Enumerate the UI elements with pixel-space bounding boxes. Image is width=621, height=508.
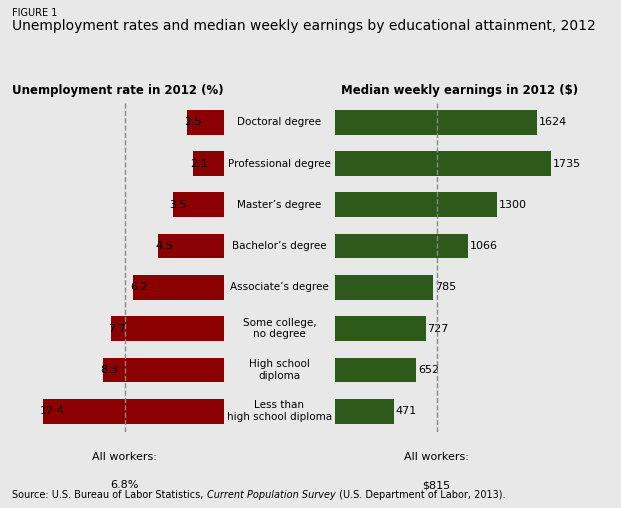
Text: 727: 727 <box>427 324 449 334</box>
Text: Professional degree: Professional degree <box>228 158 331 169</box>
Bar <box>335 275 433 300</box>
Text: Doctoral degree: Doctoral degree <box>237 117 322 127</box>
Text: Current Population Survey: Current Population Survey <box>207 490 336 500</box>
Text: 471: 471 <box>396 406 417 416</box>
Bar <box>158 234 224 259</box>
Bar <box>187 110 224 135</box>
Bar <box>335 193 497 217</box>
Bar <box>335 399 394 424</box>
Text: 1300: 1300 <box>499 200 527 210</box>
Text: Less than
high school diploma: Less than high school diploma <box>227 400 332 422</box>
Text: All workers:: All workers: <box>92 452 157 462</box>
Text: 6.2: 6.2 <box>130 282 148 292</box>
Text: 785: 785 <box>435 282 456 292</box>
Text: 1624: 1624 <box>539 117 567 127</box>
Text: Unemployment rate in 2012 (%): Unemployment rate in 2012 (%) <box>12 83 224 97</box>
Text: 2.5: 2.5 <box>184 117 202 127</box>
Text: Associate’s degree: Associate’s degree <box>230 282 329 292</box>
Text: 652: 652 <box>418 365 439 375</box>
Text: Unemployment rates and median weekly earnings by educational attainment, 2012: Unemployment rates and median weekly ear… <box>12 19 596 34</box>
Bar <box>335 316 425 341</box>
Text: High school
diploma: High school diploma <box>249 359 310 380</box>
Text: Median weekly earnings in 2012 ($): Median weekly earnings in 2012 ($) <box>341 83 578 97</box>
Text: $815: $815 <box>422 480 451 490</box>
Text: 7.7: 7.7 <box>109 324 127 334</box>
Bar <box>134 275 224 300</box>
Bar <box>335 234 468 259</box>
Bar <box>111 316 224 341</box>
Bar <box>335 110 537 135</box>
Text: 6.8%: 6.8% <box>111 480 138 490</box>
Bar <box>173 193 224 217</box>
Text: FIGURE 1: FIGURE 1 <box>12 8 58 18</box>
Bar <box>102 358 224 382</box>
Bar <box>335 151 551 176</box>
Text: Bachelor’s degree: Bachelor’s degree <box>232 241 327 251</box>
Text: 1066: 1066 <box>469 241 497 251</box>
Text: Source: U.S. Bureau of Labor Statistics,: Source: U.S. Bureau of Labor Statistics, <box>12 490 207 500</box>
Text: 1735: 1735 <box>553 158 581 169</box>
Text: Some college,
no degree: Some college, no degree <box>243 318 316 339</box>
Text: All workers:: All workers: <box>404 452 469 462</box>
Text: 4.5: 4.5 <box>155 241 173 251</box>
Text: 2.1: 2.1 <box>190 158 208 169</box>
Bar <box>335 358 416 382</box>
Bar <box>43 399 224 424</box>
Text: 12.4: 12.4 <box>40 406 65 416</box>
Text: (U.S. Department of Labor, 2013).: (U.S. Department of Labor, 2013). <box>336 490 505 500</box>
Text: 3.5: 3.5 <box>170 200 188 210</box>
Text: Master’s degree: Master’s degree <box>237 200 322 210</box>
Text: 8.3: 8.3 <box>100 365 117 375</box>
Bar <box>193 151 224 176</box>
